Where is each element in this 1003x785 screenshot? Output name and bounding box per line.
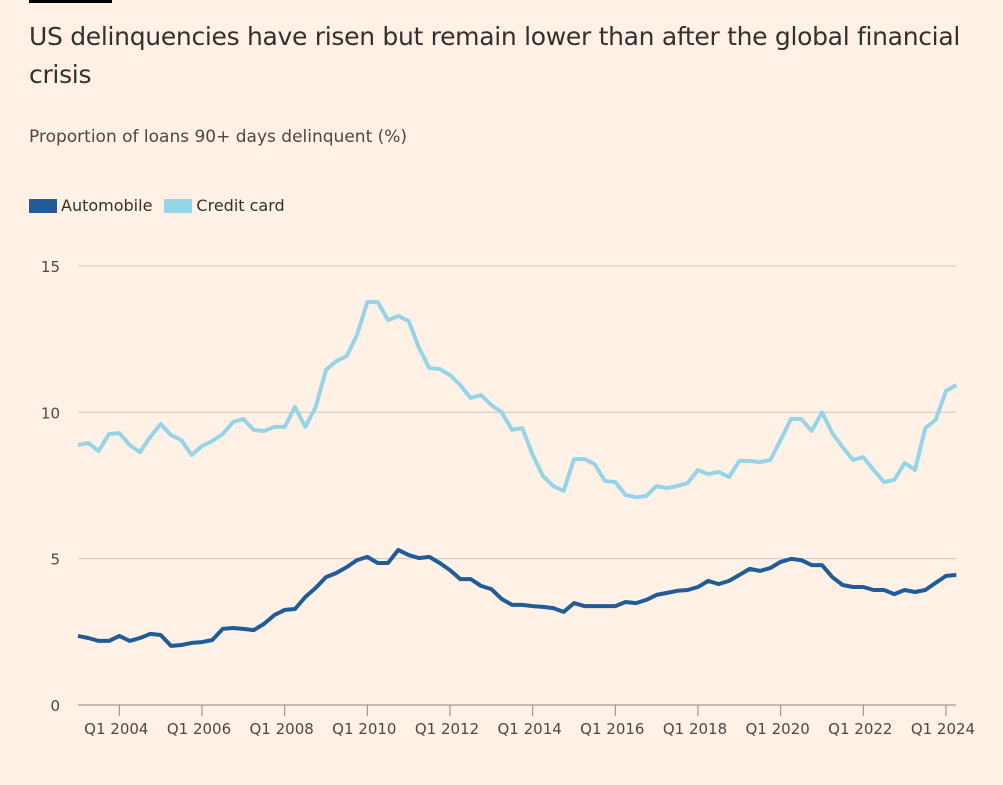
chart-subtitle: Proportion of loans 90+ days delinquent … [29, 127, 408, 147]
series-line-credit-card [77, 300, 958, 500]
x-tick-label: Q1 2004 [84, 720, 148, 738]
series-line-automobile [77, 547, 957, 648]
legend-label-credit-card: Credit card [196, 196, 285, 215]
y-tick-label: 5 [50, 551, 60, 569]
chart-title: US delinquencies have risen but remain l… [29, 22, 960, 89]
x-tick-label: Q1 2020 [745, 720, 809, 738]
legend-label-automobile: Automobile [61, 196, 153, 215]
x-tick-label: Q1 2010 [332, 720, 396, 738]
y-tick-label: 15 [41, 258, 60, 276]
x-tick-label: Q1 2024 [911, 720, 975, 738]
legend-item-automobile: Automobile [29, 196, 152, 215]
x-tick-label: Q1 2018 [663, 720, 727, 738]
x-tick-label: Q1 2014 [498, 720, 562, 738]
x-tick-label: Q1 2016 [580, 720, 644, 738]
x-tick-label: Q1 2012 [415, 720, 479, 738]
x-tick-label: Q1 2008 [250, 720, 314, 738]
x-tick-label: Q1 2022 [828, 720, 892, 738]
legend-item-credit-card: Credit card [164, 196, 285, 215]
y-tick-label: 10 [41, 404, 60, 422]
x-tick-label: Q1 2006 [167, 720, 231, 738]
y-tick-label: 0 [50, 697, 60, 715]
brand-bar [29, 0, 112, 3]
legend-swatch-credit-card [164, 198, 193, 213]
legend-swatch-automobile [29, 198, 57, 213]
legend: Automobile Credit card [29, 196, 297, 215]
